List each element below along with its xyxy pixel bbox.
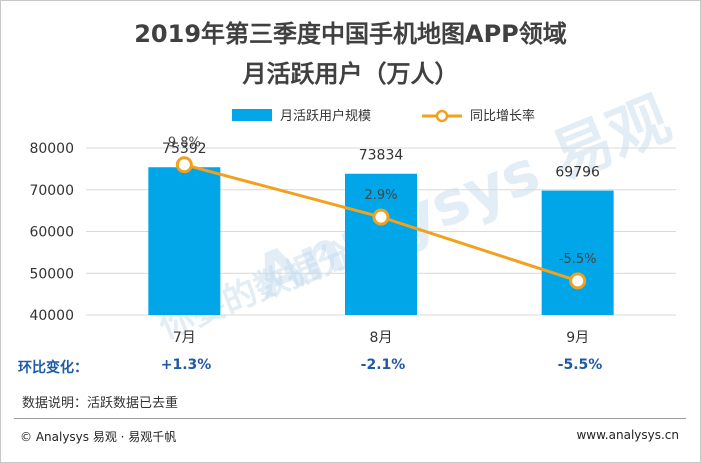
growth-label: -5.5% [559, 252, 597, 267]
growth-label: 2.9% [364, 188, 397, 203]
footer-website: www.analysys.cn [576, 428, 679, 442]
data-note: 数据说明：活跃数据已去重 [22, 396, 179, 411]
bar [148, 167, 221, 315]
mom-value-aug: -2.1% [360, 357, 406, 373]
x-tick-label: 9月 [566, 330, 589, 346]
growth-marker [569, 272, 587, 290]
growth-label: 9.8% [168, 136, 201, 151]
chart-subtitle: 月活跃用户（万人） [242, 60, 459, 88]
legend-swatch-bar [232, 109, 272, 121]
x-tick-label: 8月 [370, 330, 393, 346]
bar-value-label: 69796 [555, 165, 600, 181]
bar-value-label: 75392 [162, 141, 207, 157]
chart-title: 2019年第三季度中国手机地图APP领域 [134, 20, 567, 48]
x-tick-label: 7月 [173, 330, 196, 346]
footer-divider [14, 418, 686, 419]
y-tick-label: 60000 [29, 225, 74, 241]
y-tick-label: 70000 [29, 183, 74, 199]
growth-marker [175, 156, 193, 174]
y-tick-label: 80000 [29, 141, 74, 157]
legend-label-bar: 月活跃用户规模 [280, 108, 371, 124]
y-tick-label: 40000 [29, 308, 74, 324]
mom-value-jul: +1.3% [160, 357, 212, 373]
legend-swatch-marker [435, 109, 449, 123]
mom-row-label: 环比变化： [18, 360, 88, 376]
growth-marker [372, 208, 390, 226]
legend-label-line: 同比增长率 [470, 108, 535, 124]
bar [541, 190, 614, 315]
bar [345, 173, 417, 315]
y-tick-label: 50000 [29, 266, 74, 282]
footer-copyright: © Analysys 易观 · 易观千帆 [20, 430, 177, 444]
bar-value-label: 73834 [359, 148, 404, 164]
mom-value-sep: -5.5% [557, 357, 603, 373]
